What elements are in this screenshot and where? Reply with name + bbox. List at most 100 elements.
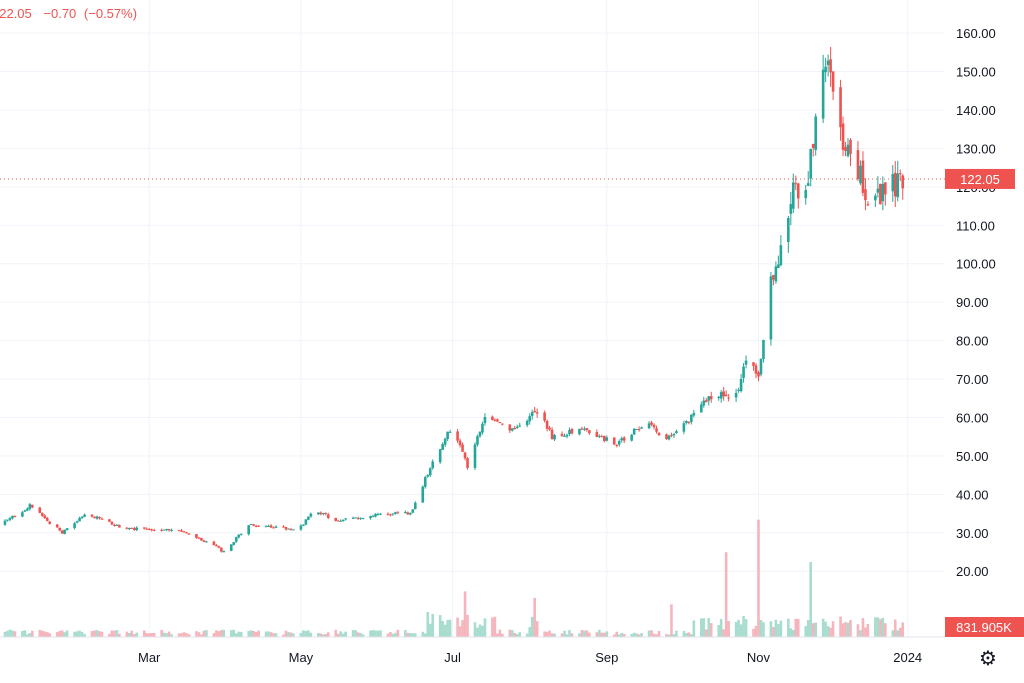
candle-body	[804, 189, 808, 199]
candle-body	[73, 523, 76, 529]
candle-body	[463, 452, 467, 459]
volume-bar	[774, 619, 778, 637]
candle-body	[150, 529, 153, 531]
candle-body	[289, 528, 293, 530]
candle-body	[762, 340, 765, 359]
volume-bar	[844, 622, 847, 637]
candle-body	[423, 477, 427, 487]
candle-body	[647, 423, 651, 429]
volume-bar	[287, 632, 290, 637]
volume-bar	[543, 631, 546, 637]
gear-icon[interactable]: ⚙	[979, 646, 997, 670]
candle-body	[428, 468, 432, 476]
candle-body	[130, 527, 134, 529]
time-axis[interactable]: Mar May Jul Sep Nov 2024	[0, 636, 945, 665]
volume-bar	[90, 631, 94, 637]
volume-bar	[737, 619, 740, 637]
candle-body	[583, 428, 586, 430]
candle-body	[344, 518, 347, 520]
time-tick-label: May	[289, 650, 314, 665]
volume-bar	[675, 630, 678, 637]
candle-body	[846, 144, 850, 157]
candle-body	[737, 389, 740, 391]
volume-bar	[508, 629, 512, 637]
volume-bar	[493, 616, 497, 637]
volume-bar	[568, 630, 571, 637]
candle-body	[632, 428, 636, 435]
candle-body	[620, 438, 624, 441]
volume-bar	[356, 632, 360, 637]
volume-bar	[804, 625, 808, 637]
volume-bar	[719, 618, 723, 637]
candle-body	[759, 358, 763, 375]
volume-bar	[386, 633, 390, 637]
candle-body	[578, 428, 581, 435]
candle-body	[849, 139, 852, 154]
candle-body	[501, 423, 504, 425]
volume-bar	[498, 629, 502, 637]
candle-body	[217, 546, 221, 548]
candle-body	[707, 396, 711, 401]
candle-body	[438, 449, 442, 463]
candle-body	[354, 517, 357, 519]
candle-body	[319, 512, 323, 515]
volume-bar	[110, 630, 114, 637]
candle-body	[43, 515, 47, 519]
volume-bar	[874, 617, 877, 637]
candle-body	[21, 512, 24, 517]
volume-bar	[252, 630, 255, 637]
candle-body	[777, 264, 780, 269]
candle-body	[75, 521, 79, 523]
last-price-label: 122.05	[960, 172, 1000, 187]
volume-bar	[254, 632, 258, 637]
candle-body	[307, 516, 310, 520]
candle-body	[195, 534, 198, 538]
volume-bar	[647, 630, 651, 637]
candle-body	[356, 517, 360, 519]
volume-bar	[269, 632, 273, 637]
candle-body	[824, 66, 827, 73]
candle-body	[336, 520, 340, 522]
volume-bar	[118, 633, 121, 637]
volume-bar	[692, 620, 696, 637]
candle-body	[789, 204, 793, 214]
volume-bar	[620, 633, 624, 637]
volume-bar	[831, 621, 835, 637]
candle-body	[321, 513, 325, 515]
candle-body	[257, 525, 260, 527]
volume-bar	[769, 621, 773, 637]
volume-bar	[309, 632, 313, 637]
candle-body	[595, 432, 599, 437]
volume-bar	[324, 634, 328, 637]
volume-bar	[336, 633, 340, 637]
volume-bar	[197, 632, 201, 637]
candle-body	[60, 530, 64, 534]
price-tick-label: 60.00	[956, 410, 989, 425]
volume-bar	[896, 630, 900, 637]
volume-bar	[202, 630, 206, 637]
volume-bar	[304, 630, 308, 637]
volume-bar	[371, 629, 375, 637]
candle-body	[152, 530, 156, 532]
volume-bar	[657, 630, 661, 637]
volume-bar	[884, 623, 887, 637]
volume-bar	[448, 619, 452, 637]
volume-bar	[734, 622, 738, 637]
candle-body	[687, 421, 691, 423]
volume-bar	[423, 633, 427, 637]
candle-body	[48, 521, 52, 524]
volume-bar	[466, 614, 469, 637]
volume-bar	[232, 629, 236, 637]
candle-body	[90, 514, 94, 517]
volume-bar	[724, 552, 728, 637]
candle-body	[704, 400, 708, 403]
candle-body	[212, 541, 216, 546]
price-axis[interactable]: 20.00 30.00 40.00 50.00 60.00 70.00 80.00 90.00…	[956, 26, 996, 579]
volume-bar	[28, 633, 32, 637]
candle-body	[528, 416, 531, 422]
candle-body	[727, 397, 730, 399]
candle-body	[65, 528, 69, 531]
volume-bar	[170, 634, 173, 637]
candle-body	[267, 525, 270, 527]
